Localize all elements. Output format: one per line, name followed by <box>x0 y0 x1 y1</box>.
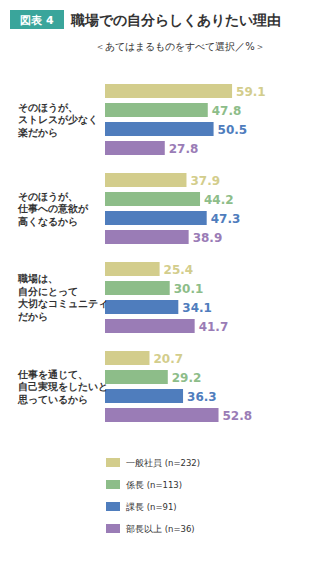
bar <box>105 262 160 276</box>
bar <box>105 389 183 403</box>
data-label: 47.8 <box>212 104 242 118</box>
legend-swatch <box>106 458 120 467</box>
legend-label: 課長 (n=91) <box>126 502 177 512</box>
badge <box>10 10 64 29</box>
bar <box>105 173 186 187</box>
data-label: 34.1 <box>182 301 212 315</box>
bar <box>105 141 165 155</box>
legend-label: 一般社員 (n=232) <box>126 458 200 468</box>
category-label: 仕事を通じて、自己実現をしたいと思っているから <box>17 369 108 405</box>
subtitle: ＜あてはまるものをすべて選択／%＞ <box>95 41 265 52</box>
bar <box>105 211 207 225</box>
bar <box>105 122 214 136</box>
title: 職場での自分らしくありたい理由 <box>70 12 281 28</box>
data-label: 47.3 <box>211 212 241 226</box>
bars <box>105 84 232 422</box>
bar <box>105 192 200 206</box>
category-label: そのほうが、仕事への意欲が高くなるから <box>17 191 89 228</box>
bar <box>105 351 150 365</box>
data-label: 37.9 <box>190 174 220 188</box>
legend-swatch <box>106 524 120 533</box>
category-label: そのほうが、ストレスが少なく楽だから <box>17 102 98 138</box>
legend: 一般社員 (n=232) 係長 (n=113) 課長 (n=91) 部長以上 (n=3… <box>106 458 200 534</box>
bar <box>105 84 232 98</box>
legend-swatch <box>106 502 120 511</box>
labels: そのほうが、ストレスが少なく楽だから 59.1 47.8 50.5 27.8 そのほうが、… <box>17 85 266 423</box>
category-label: 職場は、自分にとって大切なコミュニティだから <box>17 273 108 322</box>
data-label: 44.2 <box>204 193 234 207</box>
bar <box>105 300 178 314</box>
bar <box>105 319 195 333</box>
chart: 図表 4 職場での自分らしくありたい理由 ＜あてはまるものをすべて選択／%＞ そのほう… <box>0 0 315 567</box>
data-label: 30.1 <box>174 282 204 296</box>
badge-text: 図表 4 <box>20 14 54 27</box>
data-label: 36.3 <box>187 390 217 404</box>
bar <box>105 370 168 384</box>
data-label: 20.7 <box>154 352 184 366</box>
data-label: 41.7 <box>199 320 229 334</box>
data-label: 25.4 <box>164 263 194 277</box>
bar <box>105 281 170 295</box>
data-label: 59.1 <box>236 85 266 99</box>
legend-label: 部長以上 (n=36) <box>126 524 195 534</box>
data-label: 52.8 <box>223 409 253 423</box>
data-label: 29.2 <box>172 371 202 385</box>
legend-label: 係長 (n=113) <box>126 480 182 490</box>
data-label: 27.8 <box>169 142 199 156</box>
data-label: 38.9 <box>193 231 223 245</box>
data-label: 50.5 <box>218 123 248 137</box>
bar <box>105 230 189 244</box>
bar <box>105 408 219 422</box>
legend-swatch <box>106 480 120 489</box>
bar <box>105 103 208 117</box>
